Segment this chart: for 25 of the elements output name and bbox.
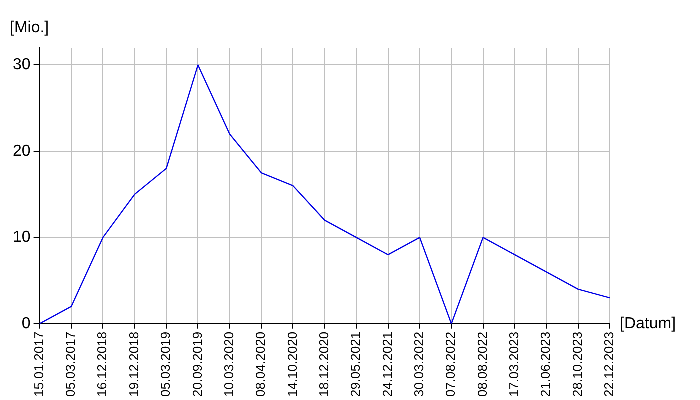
x-tick-label: 24.12.2021 (380, 332, 395, 398)
x-tick-label: 15.01.2017 (31, 332, 46, 398)
x-tick-label: 20.09.2019 (190, 332, 205, 398)
y-axis-title: [Mio.] (10, 19, 50, 36)
x-tick-label: 08.04.2020 (253, 332, 268, 398)
x-tick-label: 18.12.2020 (316, 332, 332, 398)
x-tick-label: 05.03.2019 (158, 332, 174, 398)
x-tick-label: 16.12.2018 (94, 332, 110, 398)
x-tick-label: 08.08.2022 (474, 332, 490, 398)
x-tick-label: 22.12.2023 (602, 332, 617, 398)
x-tick-label: 28.10.2023 (570, 332, 585, 398)
x-axis-title: [Datum] (620, 315, 676, 332)
y-tick-label: 20 (13, 142, 31, 160)
y-tick-label: 30 (13, 56, 31, 74)
x-tick-label: 29.05.2021 (348, 332, 364, 398)
x-tick-label: 05.03.2017 (63, 332, 78, 398)
y-tick-label: 10 (13, 229, 31, 246)
y-tick-label: 0 (22, 315, 31, 332)
x-tick-label: 19.12.2018 (126, 332, 142, 398)
x-tick-label: 07.08.2022 (443, 332, 458, 398)
x-tick-label: 10.03.2020 (221, 332, 236, 398)
x-tick-label: 30.03.2022 (412, 332, 427, 398)
x-tick-label: 14.10.2020 (284, 332, 300, 398)
x-tick-label: 21.06.2023 (538, 332, 554, 398)
x-tick-label: 17.03.2023 (506, 332, 522, 398)
